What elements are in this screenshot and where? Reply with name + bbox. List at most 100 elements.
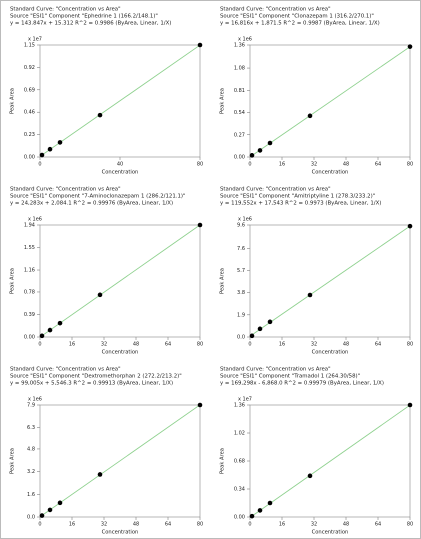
x-tick-label: 48 [343, 342, 349, 348]
y-tick-label: 0.69 [24, 87, 35, 93]
x-axis-label: Concentration [102, 530, 139, 536]
x-axis-label: Concentration [102, 350, 139, 356]
data-point [57, 140, 63, 145]
fit-line [250, 405, 410, 517]
y-tick-label: 3.8 [237, 290, 245, 296]
x-tick-label: 16 [69, 342, 75, 348]
chart-title: Standard Curve: "Concentration vs Area" [220, 187, 331, 193]
data-point [407, 402, 413, 408]
x-tick-label: 32 [311, 342, 317, 348]
y-tick-label: 9.6 [237, 223, 245, 229]
y-tick-label: 0.00 [24, 155, 35, 161]
data-point [307, 292, 313, 298]
chart-subtitle: Source "ESI1" Component "Amitriptyline 1… [220, 194, 375, 200]
y-axis-label: Peak Area [10, 268, 16, 294]
data-point [249, 333, 255, 339]
plot-frame [249, 44, 411, 158]
equation: y = 143.847x + 15.312 R^2 = 0.9986 (ByAr… [10, 21, 171, 27]
equation: y = 16,816x + 1,871.5 R^2 = 0.9987 (ByAr… [220, 21, 380, 27]
data-point [39, 152, 45, 158]
chart-subtitle: Source "ESI1" Component "Ephedrine 1 (16… [10, 14, 158, 20]
x-tick-label: 64 [375, 162, 381, 168]
y-tick-label: 1.94 [24, 223, 35, 229]
y-tick-label: 1.36 [234, 43, 245, 49]
y-tick-label: 0.00 [24, 335, 35, 341]
x-tick-label: 32 [311, 522, 317, 528]
y-tick-label: 5.7 [237, 268, 245, 274]
fit-line [40, 405, 200, 517]
y-tick-label: 0.27 [234, 132, 245, 138]
data-point [267, 500, 273, 506]
data-point [97, 472, 103, 477]
x-tick-label: 16 [279, 162, 285, 168]
y-tick-label: 0.34 [234, 487, 245, 493]
equation: y = 119,552x + 17,543 R^2 = 0.9973 (ByAr… [220, 201, 381, 207]
plot-frame [39, 404, 201, 518]
x-tick-label: 32 [311, 162, 317, 168]
plot-frame [249, 224, 411, 338]
x-tick-label: 64 [375, 342, 381, 348]
x-tick-label: 48 [343, 162, 349, 168]
plot-frame [39, 224, 201, 338]
chart-title: Standard Curve: "Concentration vs Area" [220, 7, 331, 13]
y-multiplier: x 1e6 [238, 217, 252, 223]
data-point [407, 223, 413, 229]
y-tick-label: 1.55 [24, 245, 35, 251]
y-tick-label: 0.00 [234, 155, 245, 161]
y-axis-label: Peak Area [10, 88, 16, 114]
y-tick-label: 1.15 [24, 43, 35, 49]
chart-subtitle: Source "ESI1" Component "Dextromethorpha… [10, 374, 182, 380]
x-tick-label: 16 [279, 342, 285, 348]
y-tick-label: 0.78 [24, 289, 35, 295]
chart-title: Standard Curve: "Concentration vs Area" [220, 367, 331, 373]
chart-title: Standard Curve: "Concentration vs Area" [10, 367, 121, 373]
x-tick-label: 40 [117, 162, 123, 168]
data-point [197, 42, 203, 48]
y-tick-label: 3.2 [27, 469, 35, 475]
plot-frame [249, 404, 411, 518]
data-point [257, 326, 263, 332]
data-point [257, 508, 263, 513]
y-tick-label: 0.0 [237, 335, 245, 341]
data-point [39, 333, 45, 339]
x-axis-label: Concentration [312, 350, 349, 356]
y-tick-label: 1.36 [234, 403, 245, 409]
fit-line [250, 225, 410, 337]
y-tick-label: 1.16 [24, 268, 35, 274]
x-tick-label: 80 [407, 162, 413, 168]
data-point [97, 292, 103, 298]
x-tick-label: 64 [375, 522, 381, 528]
chart-subtitle: Source "ESI1" Component "Clonazepam 1 (3… [220, 14, 374, 20]
x-tick-label: 0 [248, 162, 251, 168]
chart-title: Standard Curve: "Concentration vs Area" [10, 7, 121, 13]
equation: y = 169,298x - 6,868.0 R^2 = 0.99979 (By… [220, 381, 384, 387]
y-tick-label: 0.23 [24, 132, 35, 138]
x-tick-label: 80 [407, 522, 413, 528]
x-tick-label: 80 [197, 342, 203, 348]
x-tick-label: 80 [407, 342, 413, 348]
equation: y = 99,005x + 5,546.3 R^2 = 0.99913 (ByA… [10, 381, 173, 387]
y-tick-label: 0.46 [24, 110, 35, 116]
data-point [197, 402, 203, 408]
data-point [47, 327, 53, 333]
data-point [267, 319, 273, 325]
y-tick-label: 1.9 [237, 312, 245, 318]
y-axis-label: Peak Area [220, 88, 226, 114]
data-point [307, 113, 313, 119]
x-tick-label: 48 [343, 522, 349, 528]
data-point [47, 146, 53, 152]
y-tick-label: 7.6 [237, 246, 245, 252]
x-tick-label: 80 [197, 522, 203, 528]
data-point [407, 44, 413, 49]
x-tick-label: 32 [101, 522, 107, 528]
chart-subtitle: Source "ESI1" Component "Tramadol 1 (264… [220, 374, 360, 380]
y-tick-label: 0.0 [27, 515, 35, 521]
data-point [249, 153, 255, 158]
y-tick-label: 0.39 [24, 312, 35, 318]
y-axis-label: Peak Area [220, 448, 226, 474]
chart-title: Standard Curve: "Concentration vs Area" [10, 187, 121, 193]
data-point [39, 513, 45, 518]
chart-subtitle: Source "ESI1" Component "7-Aminoclonazep… [10, 194, 185, 200]
y-tick-label: 0.00 [234, 515, 245, 521]
